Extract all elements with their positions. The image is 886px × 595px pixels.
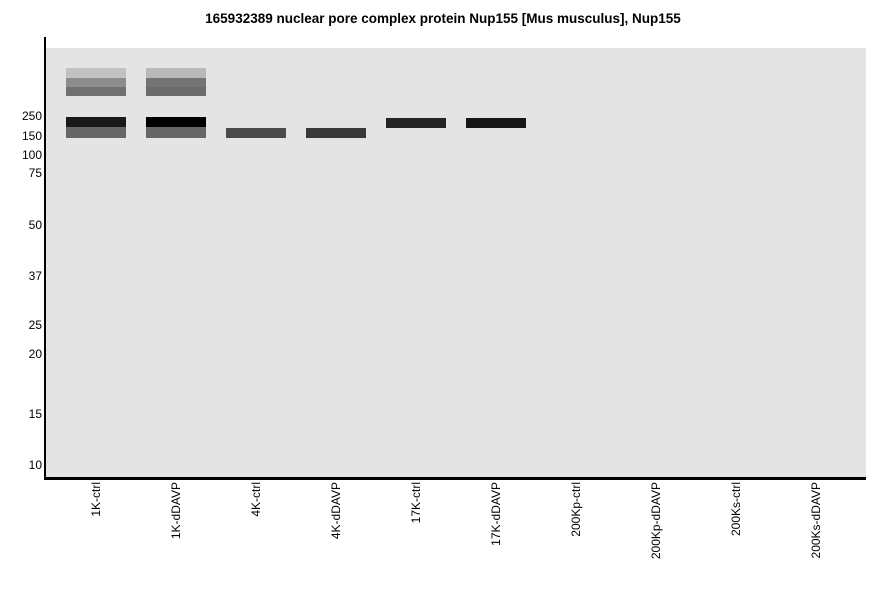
- y-tick-label: 37: [28, 269, 42, 283]
- plot-area: [46, 48, 866, 477]
- gel-band: [386, 118, 446, 128]
- y-tick-label: 10: [28, 458, 42, 472]
- x-lane-label: 200Ks-dDAVP: [809, 482, 823, 559]
- y-tick-label: 100: [21, 148, 42, 162]
- gel-band: [66, 68, 126, 78]
- x-lane-label: 200Ks-ctrl: [729, 482, 743, 537]
- y-axis-line: [44, 37, 46, 480]
- gel-band: [66, 78, 126, 87]
- y-tick-label: 25: [28, 318, 42, 332]
- x-lane-label: 17K-dDAVP: [489, 482, 503, 546]
- gel-band: [306, 128, 366, 138]
- gel-band: [146, 87, 206, 96]
- x-lane-label: 1K-dDAVP: [169, 482, 183, 540]
- gel-band: [66, 127, 126, 138]
- gel-band: [226, 128, 286, 138]
- x-lane-label: 4K-dDAVP: [329, 482, 343, 540]
- gel-band: [146, 127, 206, 138]
- y-tick-label: 75: [28, 166, 42, 180]
- x-lane-label: 4K-ctrl: [249, 482, 263, 517]
- gel-band: [146, 78, 206, 87]
- x-lane-label: 17K-ctrl: [409, 482, 423, 524]
- gel-band: [66, 87, 126, 96]
- x-lane-label: 200Kp-ctrl: [569, 482, 583, 537]
- x-lane-label: 200Kp-dDAVP: [649, 482, 663, 560]
- x-axis-line: [44, 477, 866, 480]
- x-lane-label: 1K-ctrl: [89, 482, 103, 517]
- y-tick-label: 150: [21, 129, 42, 143]
- y-tick-label: 20: [28, 347, 42, 361]
- gel-band: [66, 117, 126, 127]
- gel-band: [466, 118, 526, 128]
- y-tick-label: 250: [21, 109, 42, 123]
- y-tick-label: 15: [28, 407, 42, 421]
- gel-band: [146, 68, 206, 78]
- gel-band: [146, 117, 206, 127]
- chart-title: 165932389 nuclear pore complex protein N…: [205, 11, 681, 26]
- y-tick-label: 50: [28, 218, 42, 232]
